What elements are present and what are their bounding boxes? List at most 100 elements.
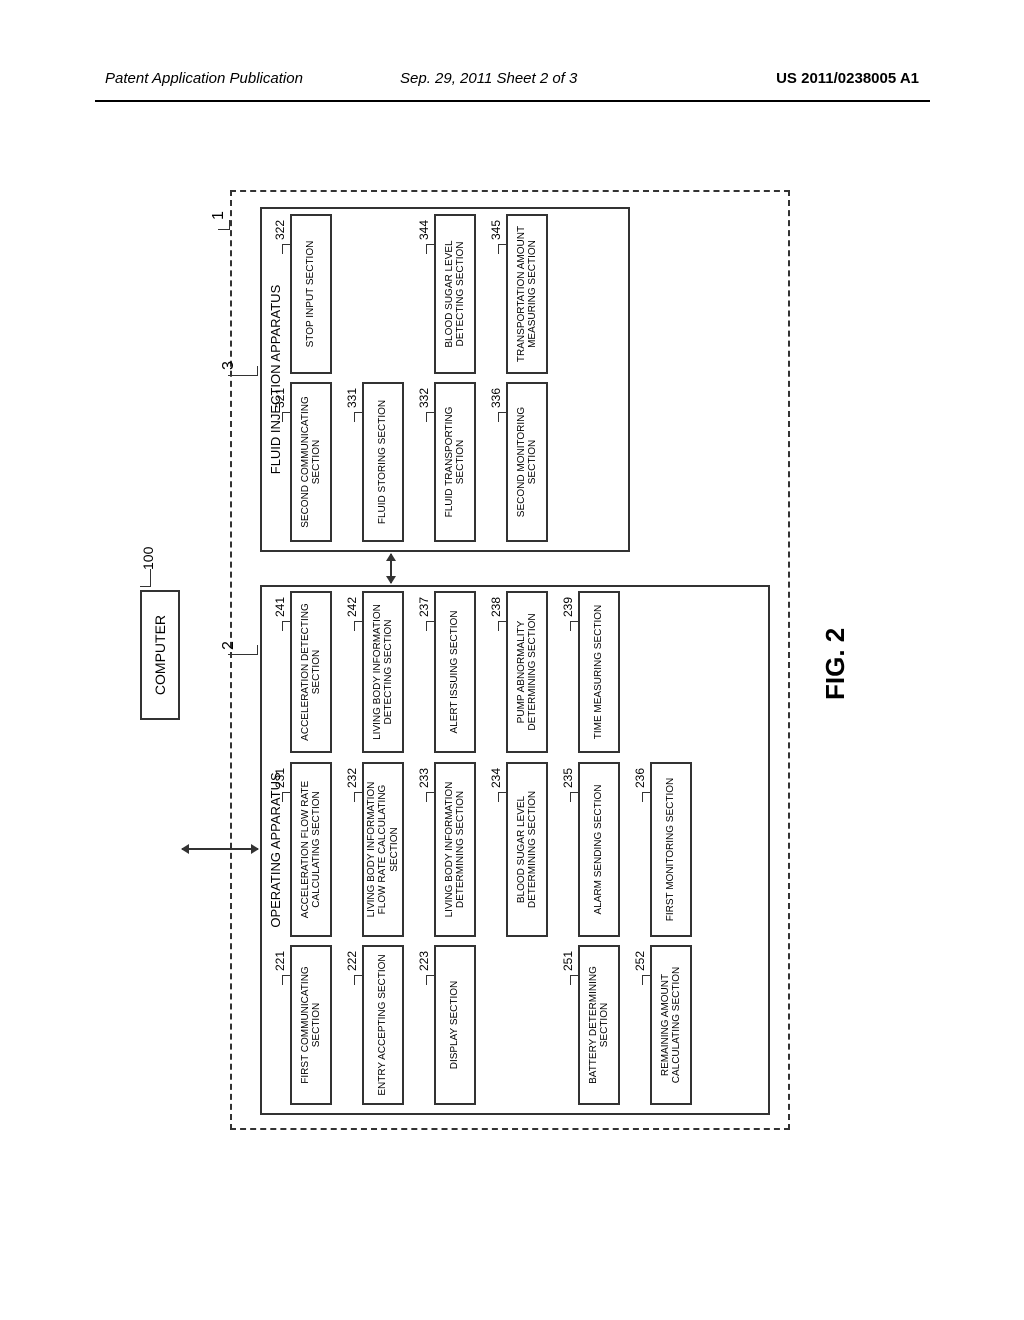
section-label: LIVING BODY INFORMATION DETERMINING SECT… <box>444 768 467 931</box>
operating-title: OPERATING APPARATUS <box>268 587 283 1113</box>
lead-1 <box>218 220 230 230</box>
section-box: 237ALERT ISSUING SECTION <box>434 591 476 753</box>
lead-2 <box>228 645 258 655</box>
page: Patent Application Publication Sep. 29, … <box>0 0 1024 1320</box>
header-mid: Sep. 29, 2011 Sheet 2 of 3 <box>400 70 577 87</box>
section-box: 232LIVING BODY INFORMATION FLOW RATE CAL… <box>362 762 404 937</box>
section-label: FIRST COMMUNICATING SECTION <box>300 951 323 1099</box>
lead-100-h <box>150 569 151 587</box>
lead-line <box>498 792 506 802</box>
lead-3 <box>228 366 258 376</box>
section-label: LIVING BODY INFORMATION FLOW RATE CALCUL… <box>366 768 401 931</box>
section-box: 236FIRST MONITORING SECTION <box>650 762 692 937</box>
section-ref-number: 332 <box>418 388 432 408</box>
lead-line <box>282 244 290 254</box>
section-label: STOP INPUT SECTION <box>305 241 317 348</box>
section-label: FLUID STORING SECTION <box>377 400 389 524</box>
header-rule <box>95 100 930 102</box>
diagram-host: COMPUTER 100 1 2 OPERATING APPARATUS 221… <box>100 160 920 1160</box>
section-label: PUMP ABNORMALITY DETERMINING SECTION <box>516 597 539 747</box>
computer-box: COMPUTER <box>140 590 180 720</box>
section-box: 231ACCELERATION FLOW RATE CALCULATING SE… <box>290 762 332 937</box>
section-ref-number: 345 <box>490 220 504 240</box>
section-box: 332FLUID TRANSPORTING SECTION <box>434 382 476 542</box>
section-ref-number: 238 <box>490 597 504 617</box>
section-box: 321SECOND COMMUNICATING SECTION <box>290 382 332 542</box>
section-box: 322STOP INPUT SECTION <box>290 214 332 374</box>
lead-line <box>282 975 290 985</box>
section-box: 235ALARM SENDING SECTION <box>578 762 620 937</box>
lead-line <box>354 412 362 422</box>
section-label: SECOND MONITORING SECTION <box>516 388 539 536</box>
section-box: 251BATTERY DETERMINING SECTION <box>578 945 620 1105</box>
section-ref-number: 321 <box>274 388 288 408</box>
lead-line <box>498 412 506 422</box>
section-ref-number: 222 <box>346 951 360 971</box>
section-box: 345TRANSPORTATION AMOUNT MEASURING SECTI… <box>506 214 548 374</box>
section-box: 242LIVING BODY INFORMATION DETECTING SEC… <box>362 591 404 753</box>
operating-apparatus: OPERATING APPARATUS 221FIRST COMMUNICATI… <box>260 585 770 1115</box>
section-label: FLUID TRANSPORTING SECTION <box>444 388 467 536</box>
lead-100-v <box>140 586 150 587</box>
section-ref-number: 231 <box>274 768 288 788</box>
lead-line <box>354 792 362 802</box>
section-box: 241ACCELERATION DETECTING SECTION <box>290 591 332 753</box>
section-box: 233LIVING BODY INFORMATION DETERMINING S… <box>434 762 476 937</box>
section-label: BLOOD SUGAR LEVEL DETECTING SECTION <box>444 220 467 368</box>
section-ref-number: 322 <box>274 220 288 240</box>
lead-line <box>282 412 290 422</box>
computer-label: COMPUTER <box>152 615 168 695</box>
lead-line <box>570 621 578 631</box>
lead-line <box>354 975 362 985</box>
section-label: ACCELERATION FLOW RATE CALCULATING SECTI… <box>300 768 323 931</box>
lead-line <box>426 975 434 985</box>
header-pub: US 2011/0238005 A1 <box>776 70 919 87</box>
section-label: ALERT ISSUING SECTION <box>449 611 461 734</box>
section-box: 252REMAINING AMOUNT CALCULATING SECTION <box>650 945 692 1105</box>
section-ref-number: 251 <box>562 951 576 971</box>
lead-line <box>642 975 650 985</box>
section-ref-number: 237 <box>418 597 432 617</box>
fluid-col1: 321SECOND COMMUNICATING SECTION331FLUID … <box>290 382 620 542</box>
fluid-col2: 322STOP INPUT SECTION344BLOOD SUGAR LEVE… <box>290 214 620 374</box>
section-box: 331FLUID STORING SECTION <box>362 382 404 542</box>
section-label: SECOND COMMUNICATING SECTION <box>300 388 323 536</box>
section-ref-number: 344 <box>418 220 432 240</box>
section-box: 223DISPLAY SECTION <box>434 945 476 1105</box>
lead-line <box>570 792 578 802</box>
section-label: ALARM SENDING SECTION <box>593 784 605 914</box>
lead-line <box>426 244 434 254</box>
fluid-apparatus: FLUID INJECTION APPARATUS 321SECOND COMM… <box>260 207 630 552</box>
section-ref-number: 221 <box>274 951 288 971</box>
section-box: 344BLOOD SUGAR LEVEL DETECTING SECTION <box>434 214 476 374</box>
lead-line <box>498 621 506 631</box>
section-label: REMAINING AMOUNT CALCULATING SECTION <box>660 951 683 1099</box>
lead-line <box>282 792 290 802</box>
section-ref-number: 235 <box>562 768 576 788</box>
section-label: FIRST MONITORING SECTION <box>665 778 677 922</box>
operating-col3: 241ACCELERATION DETECTING SECTION 242LIVI… <box>290 591 760 753</box>
operating-col2: 231ACCELERATION FLOW RATE CALCULATING SE… <box>290 762 760 937</box>
section-label: TIME MEASURING SECTION <box>593 605 605 739</box>
section-label: TRANSPORTATION AMOUNT MEASURING SECTION <box>516 220 539 368</box>
section-label: LIVING BODY INFORMATION DETECTING SECTIO… <box>372 597 395 747</box>
lead-line <box>642 792 650 802</box>
lead-line <box>354 621 362 631</box>
lead-line <box>426 621 434 631</box>
section-ref-number: 239 <box>562 597 576 617</box>
section-ref-number: 232 <box>346 768 360 788</box>
section-ref-number: 223 <box>418 951 432 971</box>
fluid-title: FLUID INJECTION APPARATUS <box>268 209 283 550</box>
section-label: ACCELERATION DETECTING SECTION <box>300 597 323 747</box>
section-label: DISPLAY SECTION <box>449 981 461 1070</box>
ref-1: 1 <box>210 211 228 220</box>
section-ref-number: 252 <box>634 951 648 971</box>
section-box: 222ENTRY ACCEPTING SECTION <box>362 945 404 1105</box>
section-box: 239TIME MEASURING SECTION <box>578 591 620 753</box>
lead-line <box>570 975 578 985</box>
section-ref-number: 331 <box>346 388 360 408</box>
ref-100: 100 <box>140 547 156 570</box>
section-box: 221FIRST COMMUNICATING SECTION <box>290 945 332 1105</box>
section-box: 336SECOND MONITORING SECTION <box>506 382 548 542</box>
section-label: BLOOD SUGAR LEVEL DETERMINING SECTION <box>516 768 539 931</box>
